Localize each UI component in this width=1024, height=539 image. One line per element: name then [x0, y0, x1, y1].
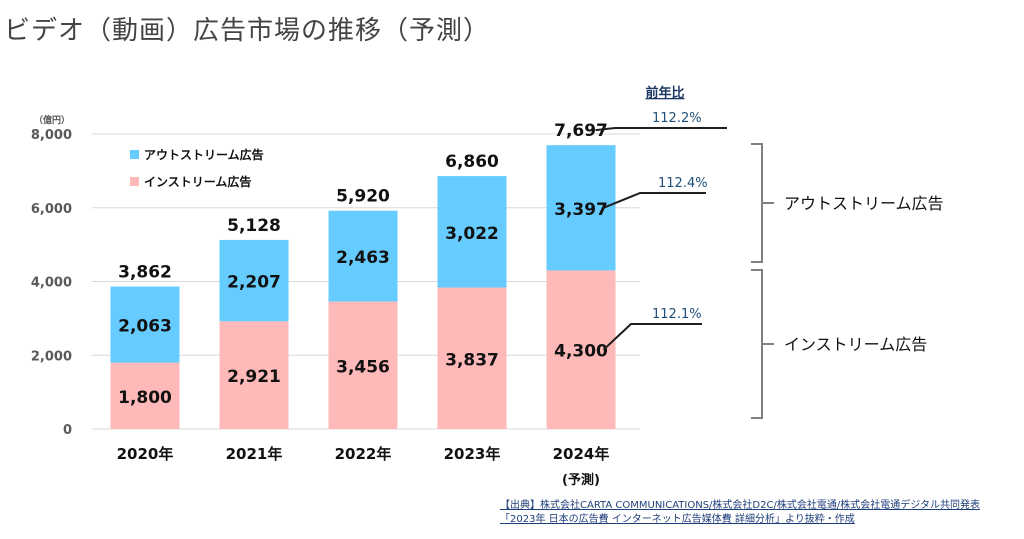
- bar-segment: [219, 239, 289, 322]
- bar-segment: [110, 286, 180, 363]
- bar-value-label: 2,921: [227, 367, 281, 387]
- x-tick-label: 2022年: [335, 445, 392, 463]
- x-tick-label: 2023年: [444, 445, 501, 463]
- source-note[interactable]: 【出典】株式会社CARTA COMMUNICATIONS/株式会社D2C/株式会…: [500, 499, 980, 527]
- yoy-label: 112.2%: [652, 111, 702, 126]
- bar-total-label: 3,862: [118, 263, 172, 283]
- y-tick-label: 8,000: [31, 128, 72, 143]
- bar-total-label: 7,697: [554, 121, 608, 141]
- page-title: ビデオ（動画）広告市場の推移（予測）: [4, 16, 491, 46]
- bar-value-label: 3,022: [445, 224, 499, 244]
- legend-label: インストリーム広告: [144, 174, 251, 189]
- yoy-leader-line: [603, 192, 706, 209]
- bar-segment: [219, 321, 289, 429]
- y-tick-label: 4,000: [31, 276, 72, 291]
- y-tick-label: 2,000: [31, 349, 72, 364]
- bar-segment: [110, 362, 180, 429]
- bracket-label: インストリーム広告: [784, 335, 927, 354]
- source-line-1: 【出典】株式会社CARTA COMMUNICATIONS/株式会社D2C/株式会…: [500, 500, 981, 511]
- bar-value-label: 3,456: [336, 357, 390, 377]
- bar-value-label: 2,207: [227, 273, 281, 293]
- legend-swatch: [130, 177, 139, 186]
- bar-segment: [328, 210, 398, 302]
- bar-segment: [437, 176, 507, 288]
- yoy-label: 112.1%: [652, 307, 702, 322]
- x-tick-sublabel: (予測): [562, 472, 600, 488]
- bar-segment: [328, 301, 398, 429]
- source-line-2: 「2023年 日本の広告費 インターネット広告媒体費 詳細分析」より抜粋・作成: [500, 514, 855, 525]
- y-unit-label: （億円）: [34, 114, 70, 126]
- bar-segment: [437, 287, 507, 429]
- bar-value-label: 1,800: [118, 388, 172, 408]
- y-tick-label: 0: [63, 423, 72, 438]
- y-tick-label: 6,000: [31, 202, 72, 217]
- x-tick-label: 2021年: [226, 445, 283, 463]
- legend-swatch: [130, 150, 139, 159]
- yoy-leader-line: [602, 323, 702, 351]
- bracket: [751, 269, 763, 419]
- bar-value-label: 2,463: [336, 248, 390, 268]
- legend-label: アウトストリーム広告: [144, 147, 264, 162]
- x-tick-label: 2024年: [553, 445, 610, 463]
- yoy-label: 112.4%: [658, 176, 708, 191]
- bar-value-label: 4,300: [554, 342, 608, 362]
- bar-total-label: 5,920: [336, 187, 390, 207]
- bar-value-label: 3,837: [445, 350, 499, 370]
- bracket-label: アウトストリーム広告: [784, 194, 944, 213]
- bracket: [751, 143, 763, 263]
- yoy-leader-line: [595, 127, 727, 132]
- bar-value-label: 2,063: [118, 317, 172, 337]
- x-tick-label: 2020年: [117, 445, 174, 463]
- bar-value-label: 3,397: [554, 200, 608, 220]
- yoy-header: 前年比: [645, 85, 684, 101]
- bar-total-label: 5,128: [227, 216, 281, 236]
- bar-total-label: 6,860: [445, 152, 499, 172]
